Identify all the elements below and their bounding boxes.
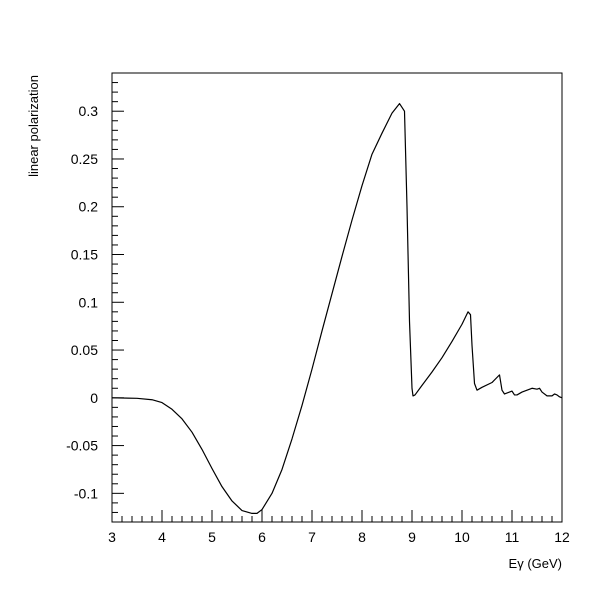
y-tick-label: 0.1 (79, 294, 99, 310)
y-tick-label: 0 (90, 390, 98, 406)
series-line-0 (111, 102, 563, 515)
x-tick-label: 4 (158, 529, 166, 545)
x-tick-label: 11 (505, 529, 520, 545)
x-tick-label: 12 (554, 529, 570, 545)
y-tick-label: -0.1 (74, 485, 98, 501)
y-tick-label: 0.3 (79, 103, 99, 119)
axes-layer (111, 72, 563, 523)
y-tick-label: 0.25 (71, 151, 98, 167)
x-tick-label: 7 (308, 529, 316, 545)
x-tick-label: 6 (258, 529, 266, 545)
x-tick-label: 9 (408, 529, 416, 545)
ticks-layer (111, 72, 563, 523)
y-tick-label: 0.15 (71, 247, 98, 263)
x-axis-label: Eγ (GeV) (509, 556, 562, 571)
x-tick-label: 8 (358, 529, 366, 545)
y-tick-label: 0.2 (79, 199, 99, 215)
x-tick-label: 10 (454, 529, 470, 545)
y-axis-label: linear polarization (26, 75, 41, 177)
y-tick-label: -0.05 (66, 438, 98, 454)
y-tick-label: 0.05 (71, 342, 98, 358)
x-tick-label: 3 (108, 529, 116, 545)
series-layer (111, 102, 563, 515)
plot-frame (111, 72, 563, 523)
x-tick-label: 5 (208, 529, 216, 545)
tick-labels-layer: 3 4 5 6 7 8 9 10 11 12 -0.1 -0.05 0 0.05 0.1 0.15 0.2 0.2… (66, 103, 570, 545)
